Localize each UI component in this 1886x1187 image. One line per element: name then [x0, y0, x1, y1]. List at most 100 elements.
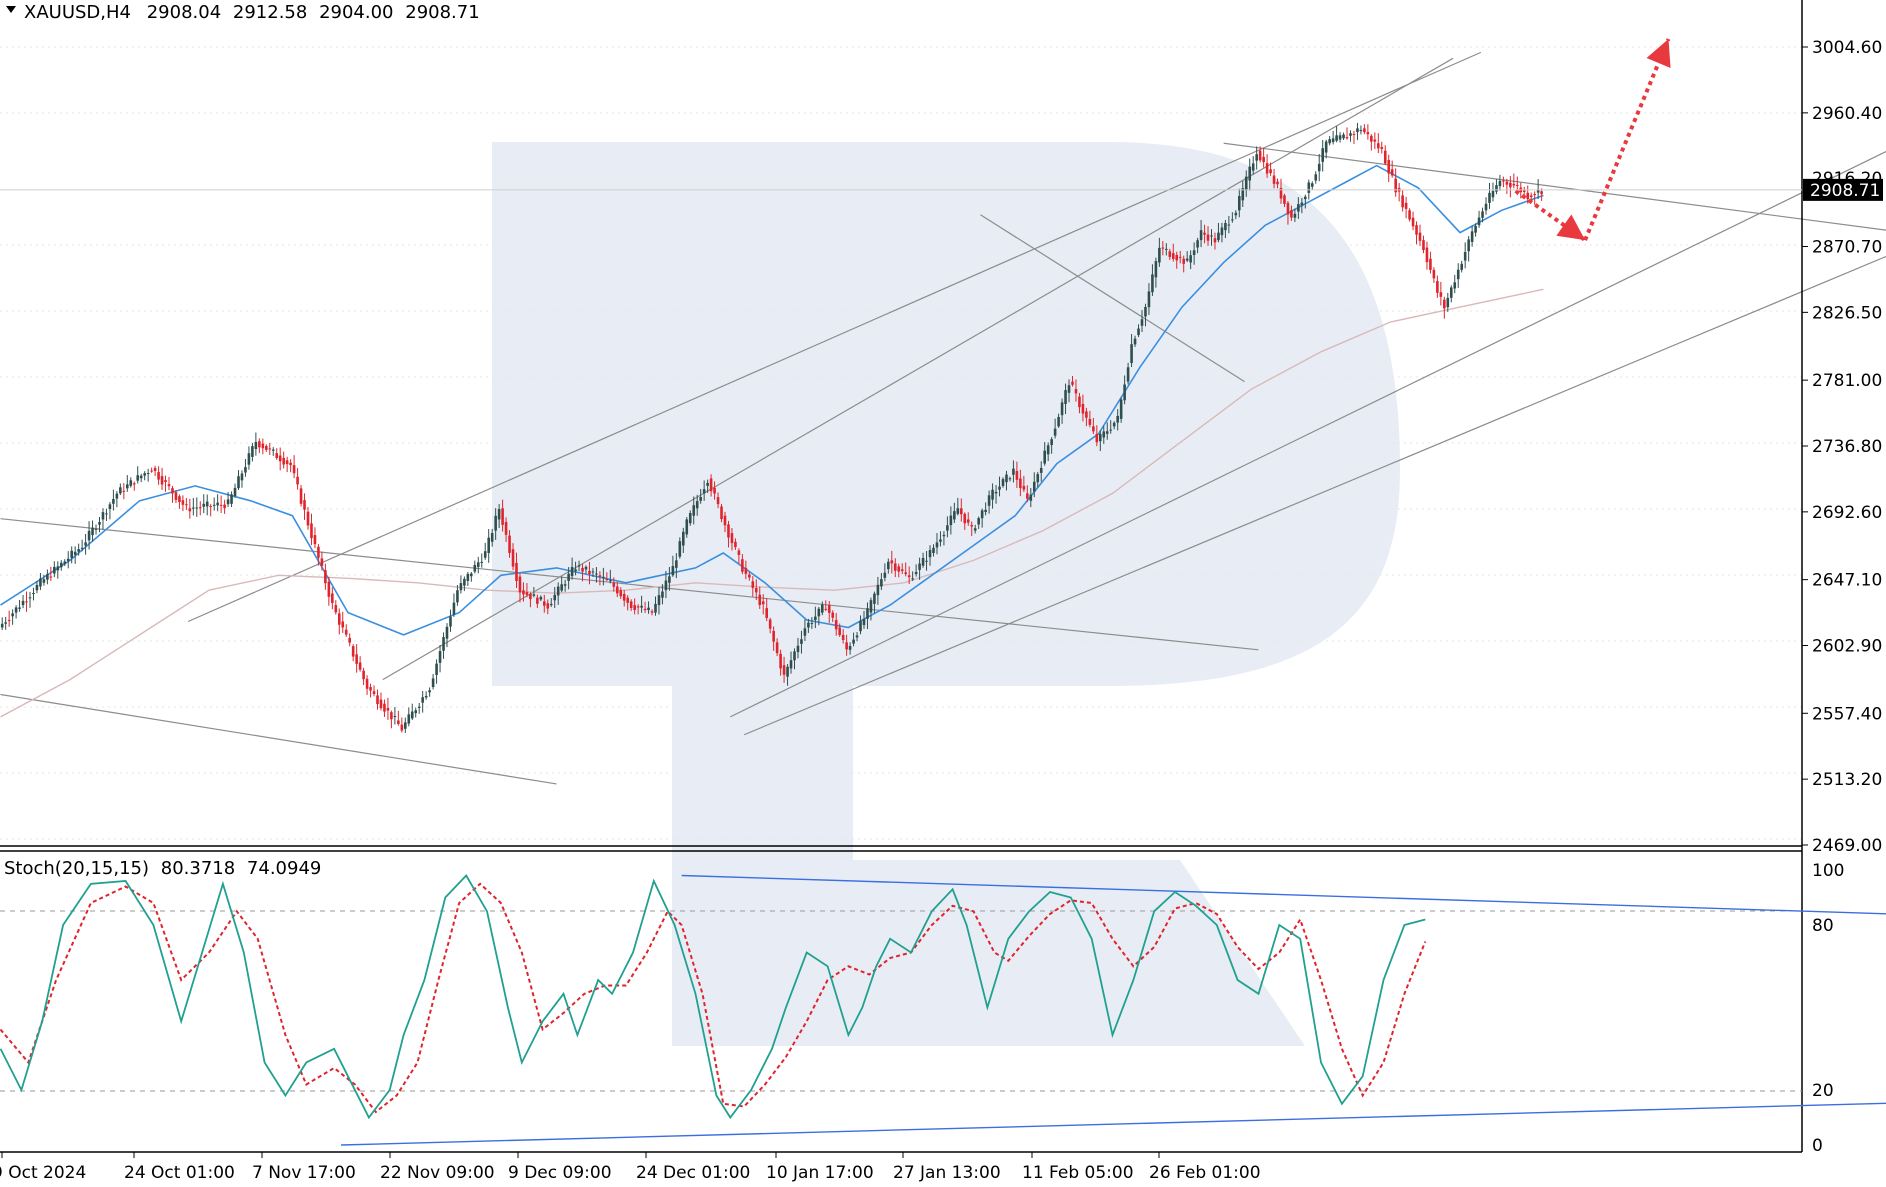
time-tick-label: 22 Nov 09:00: [380, 1163, 495, 1183]
candle-body: [1429, 258, 1432, 270]
collapse-triangle-icon[interactable]: [6, 6, 16, 13]
candle-body: [761, 601, 765, 605]
time-tick-label: 9 Oct 2024: [0, 1163, 86, 1183]
candle-body: [80, 547, 84, 549]
chart-header: XAUUSD,H4 2908.04 2912.58 2904.00 2908.7…: [4, 2, 480, 879]
candle-body: [563, 584, 567, 586]
candle-body: [622, 593, 626, 601]
candle-body: [657, 595, 661, 606]
candle-body: [483, 551, 487, 558]
time-tick-label: 24 Oct 01:00: [124, 1163, 235, 1183]
candle-body: [1251, 163, 1255, 171]
candle-body: [991, 489, 994, 500]
candle-body: [963, 513, 967, 524]
candle-body: [233, 487, 237, 496]
candle-body: [1189, 255, 1192, 263]
candle-body: [258, 441, 261, 448]
candle-body: [904, 572, 907, 575]
time-axis: 9 Oct 2024 24 Oct 01:00 7 Nov 17:00 22 Nov …: [0, 1152, 1261, 1183]
candle-body: [831, 612, 835, 618]
candle-body: [466, 573, 470, 581]
candle-body: [278, 455, 282, 462]
stoch-readout: Stoch(20,15,15) 80.3718 74.0949: [4, 858, 321, 879]
candle-body: [1210, 235, 1213, 237]
candle-body: [807, 622, 810, 628]
candle-body: [553, 594, 557, 601]
candle-body: [456, 590, 459, 603]
candle-body: [1213, 238, 1217, 243]
candle-body: [1300, 202, 1304, 206]
candle-body: [1019, 478, 1022, 489]
candle-body: [619, 590, 623, 597]
candle-body: [70, 550, 73, 558]
candle-body: [814, 616, 817, 621]
candle-body: [1126, 367, 1130, 382]
candle-body: [1102, 431, 1106, 438]
candle-body: [358, 662, 362, 670]
candle-body: [598, 575, 602, 577]
candle-body: [827, 605, 831, 613]
candle-body: [574, 569, 577, 572]
candle-body: [907, 575, 911, 578]
candle-body: [1373, 139, 1377, 142]
candle-body: [737, 550, 741, 555]
candle-body: [900, 569, 904, 571]
candle-body: [91, 527, 94, 536]
candle-body: [810, 622, 814, 624]
candle-body: [1112, 422, 1116, 427]
candle-body: [560, 584, 563, 591]
candle-body: [786, 666, 789, 677]
candle-body: [577, 565, 581, 567]
candle-body: [928, 550, 932, 558]
candle-body: [261, 443, 265, 449]
candle-body: [702, 489, 706, 494]
candle-body: [35, 584, 39, 591]
candle-body: [946, 525, 949, 531]
candle-body: [1477, 217, 1481, 226]
candle-body: [727, 524, 730, 538]
candle-body: [1088, 418, 1092, 425]
stoch-trendlines: [341, 874, 1886, 1146]
candle-body: [549, 603, 553, 606]
fast-ma-line: [0, 164, 1544, 636]
forecast-arrowhead-0: [1556, 214, 1586, 241]
candle-body: [654, 603, 657, 613]
candle-body: [1297, 204, 1300, 212]
ohlc-close: 2908.71: [405, 2, 479, 23]
candlestick-series: [0, 122, 1543, 733]
candle-body: [470, 573, 473, 577]
candle-body: [1335, 135, 1338, 141]
candle-body: [994, 491, 998, 494]
stoch-trendline-1: [341, 1102, 1886, 1146]
candle-body: [688, 513, 692, 524]
candle-body: [87, 530, 91, 541]
candle-body: [1304, 196, 1307, 200]
candle-body: [1116, 415, 1119, 423]
candle-body: [1165, 248, 1168, 250]
candle-body: [1390, 169, 1394, 176]
candle-body: [1328, 139, 1331, 144]
candle-body: [459, 583, 463, 591]
candle-body: [775, 642, 779, 654]
candle-body: [53, 566, 56, 574]
candle-body: [977, 518, 980, 525]
stoch-tick-label: 0: [1812, 1136, 1823, 1156]
candle-body: [1279, 187, 1283, 199]
candle-body: [1217, 232, 1220, 241]
candle-body: [581, 567, 584, 572]
candle-body: [880, 579, 883, 587]
candle-body: [1415, 225, 1418, 235]
candle-body: [796, 645, 800, 653]
ohlc-low: 2904.00: [319, 2, 393, 23]
candle-body: [939, 539, 942, 542]
candle-body: [501, 508, 504, 525]
candle-body: [400, 724, 404, 731]
candle-body: [344, 629, 348, 635]
candle-body: [108, 504, 112, 510]
candle-body: [171, 488, 174, 494]
candle-body: [556, 586, 560, 596]
candle-body: [754, 587, 758, 593]
candle-body: [195, 507, 199, 509]
time-tick-label: 26 Feb 01:00: [1149, 1163, 1261, 1183]
